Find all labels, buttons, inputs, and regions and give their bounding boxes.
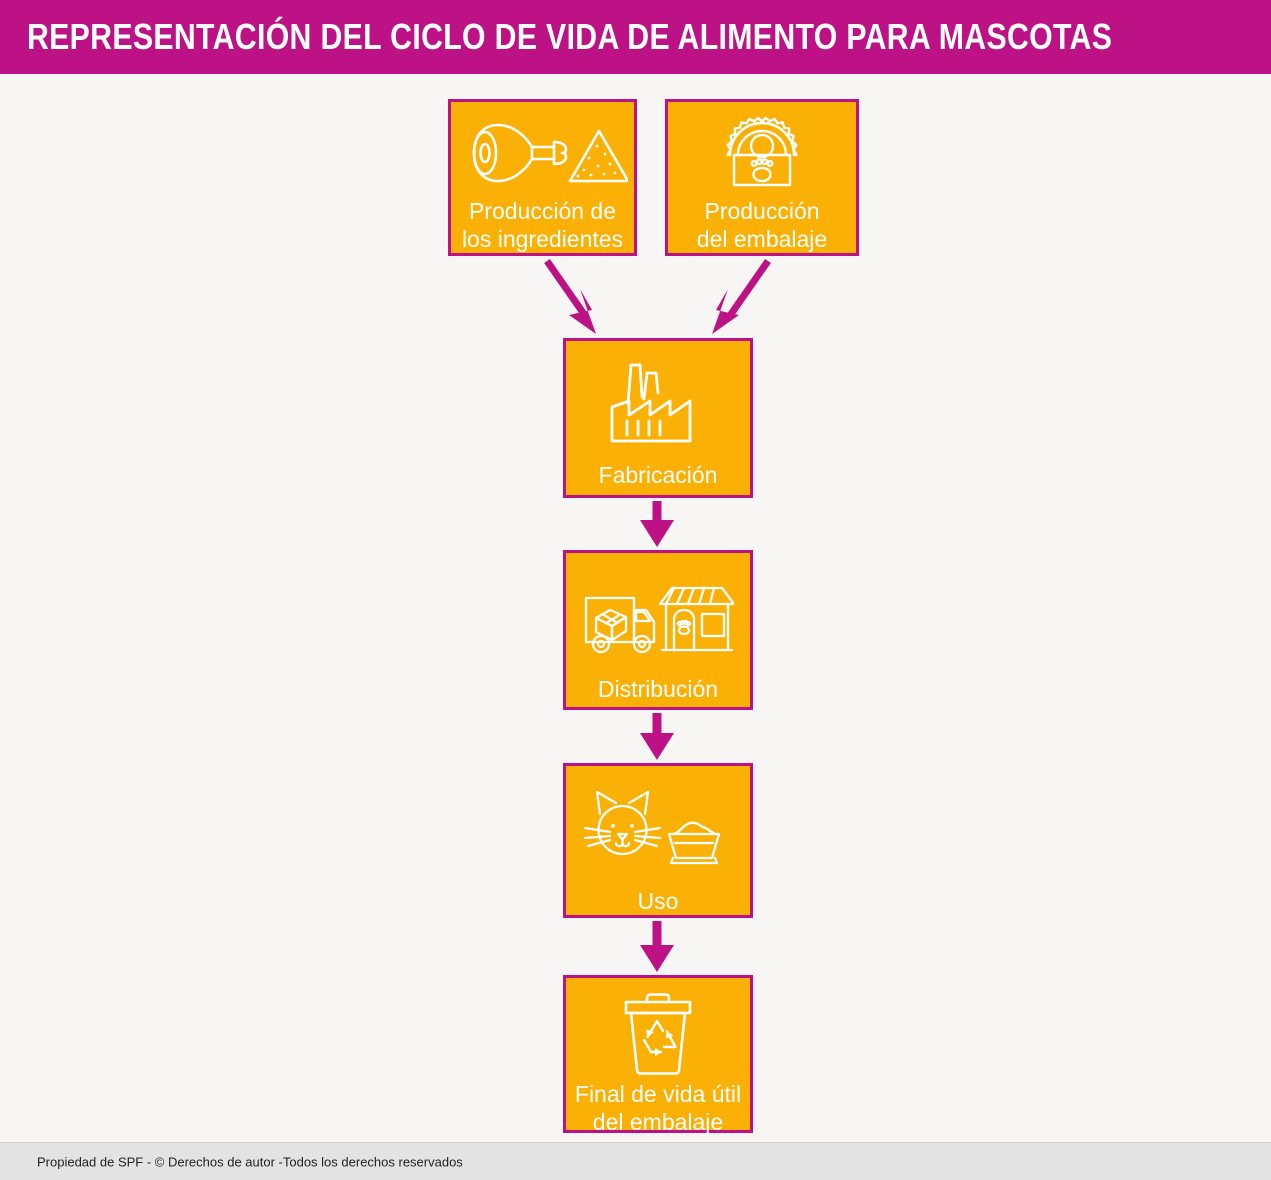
factory-icon	[566, 355, 750, 455]
node-label-packaging: Producción del embalaje	[696, 198, 828, 252]
ham-bone-and-kibble-pile-icon	[451, 110, 634, 195]
recycling-bin-icon	[566, 992, 750, 1076]
page-title: REPRESENTACIÓN DEL CICLO DE VIDA DE ALIM…	[27, 16, 1113, 57]
node-label-distribution: Distribución	[597, 676, 719, 702]
arrow-packaging-to-manufacture	[712, 258, 771, 334]
node-label-eol: Final de vida útil del embalaje	[574, 1081, 742, 1135]
copyright-text: Propiedad de SPF - © Derechos de autor -…	[37, 1154, 463, 1169]
diagram-canvas: Producción de los ingredientes	[0, 74, 1271, 1142]
page-footer: Propiedad de SPF - © Derechos de autor -…	[0, 1142, 1271, 1180]
node-eol[interactable]: Final de vida útil del embalaje	[563, 975, 753, 1135]
arrow-ingredients-to-manufacture	[544, 258, 596, 334]
delivery-truck-and-pet-store-icon	[566, 569, 750, 669]
cat-face-and-food-bowl-icon	[566, 780, 750, 877]
node-distribution[interactable]: Distribución	[563, 550, 753, 710]
arrow-use-to-eol	[640, 921, 674, 972]
pet-food-bag-with-paw-icon	[668, 110, 856, 195]
node-manufacture[interactable]: Fabricación	[563, 338, 753, 498]
arrow-distribution-to-use	[640, 713, 674, 760]
node-label-use: Uso	[637, 888, 679, 914]
node-label-ingredients: Producción de los ingredientes	[461, 198, 624, 252]
arrow-manufacture-to-distribution	[640, 501, 674, 547]
node-ingredients[interactable]: Producción de los ingredientes	[448, 99, 637, 256]
node-packaging[interactable]: Producción del embalaje	[665, 99, 859, 256]
page-header: REPRESENTACIÓN DEL CICLO DE VIDA DE ALIM…	[0, 0, 1271, 74]
node-use[interactable]: Uso	[563, 763, 753, 918]
node-label-manufacture: Fabricación	[598, 462, 718, 488]
